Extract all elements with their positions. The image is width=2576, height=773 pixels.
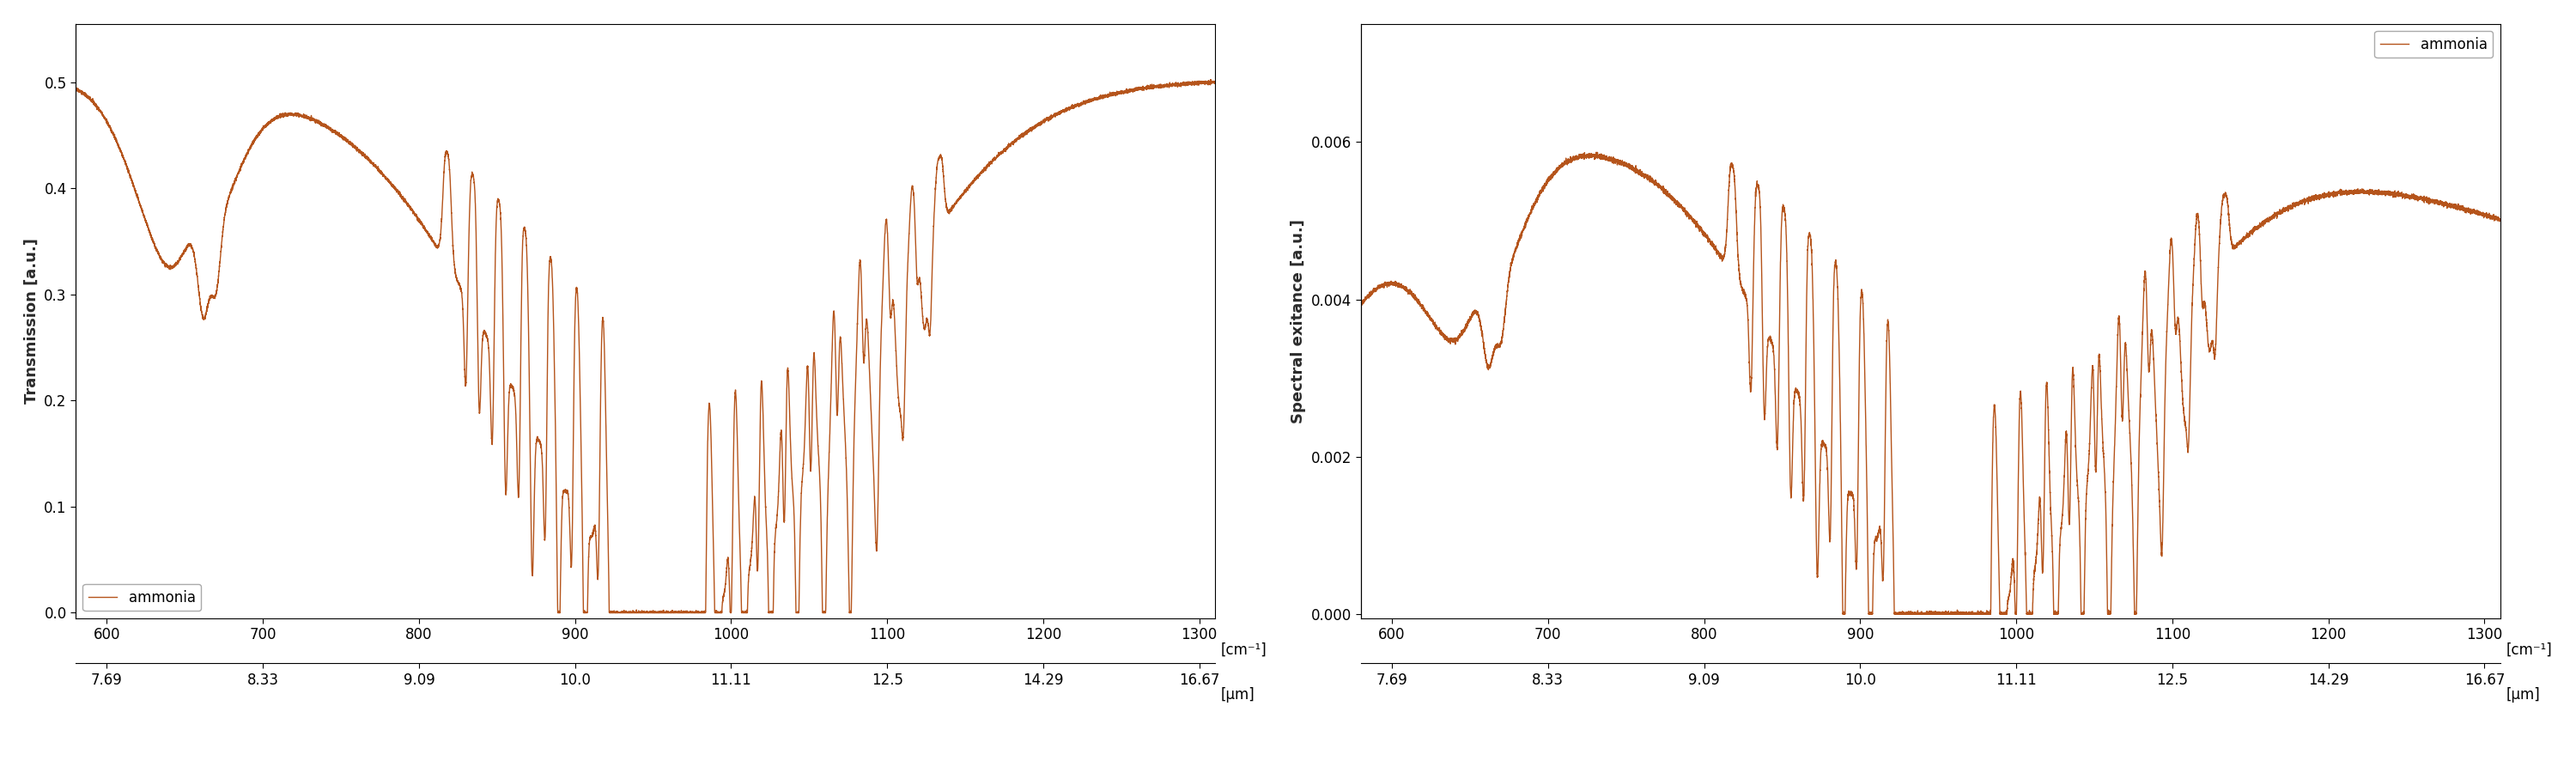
ammonia xyxy=(1090,92,1121,101)
ammonia xyxy=(1602,157,1633,166)
ammonia xyxy=(2375,187,2406,196)
ammonia xyxy=(544,608,574,618)
ammonia xyxy=(1200,77,1231,87)
Text: [μm]: [μm] xyxy=(1221,687,1255,703)
ammonia xyxy=(317,125,348,135)
ammonia xyxy=(1610,159,1641,169)
Text: [cm⁻¹]: [cm⁻¹] xyxy=(1221,642,1267,657)
Y-axis label: Spectral exitance [a.u.]: Spectral exitance [a.u.] xyxy=(1291,219,1306,423)
Line: ammonia: ammonia xyxy=(75,80,1216,613)
ammonia xyxy=(319,126,350,135)
Y-axis label: Transmission [a.u.]: Transmission [a.u.] xyxy=(23,238,39,404)
ammonia xyxy=(1775,480,1806,489)
ammonia xyxy=(240,134,270,143)
Legend: ammonia: ammonia xyxy=(2375,31,2494,58)
ammonia xyxy=(2486,215,2517,224)
ammonia xyxy=(59,83,90,93)
ammonia xyxy=(1345,300,1376,309)
ammonia xyxy=(1525,189,1556,198)
Text: [μm]: [μm] xyxy=(2506,687,2540,703)
ammonia xyxy=(489,473,520,482)
ammonia xyxy=(1605,159,1636,169)
ammonia xyxy=(325,132,355,141)
ammonia xyxy=(1582,148,1613,157)
Legend: ammonia: ammonia xyxy=(82,584,201,611)
Line: ammonia: ammonia xyxy=(1360,152,2501,615)
ammonia xyxy=(1826,610,1857,619)
ammonia xyxy=(1195,75,1226,84)
Text: [cm⁻¹]: [cm⁻¹] xyxy=(2506,642,2553,657)
